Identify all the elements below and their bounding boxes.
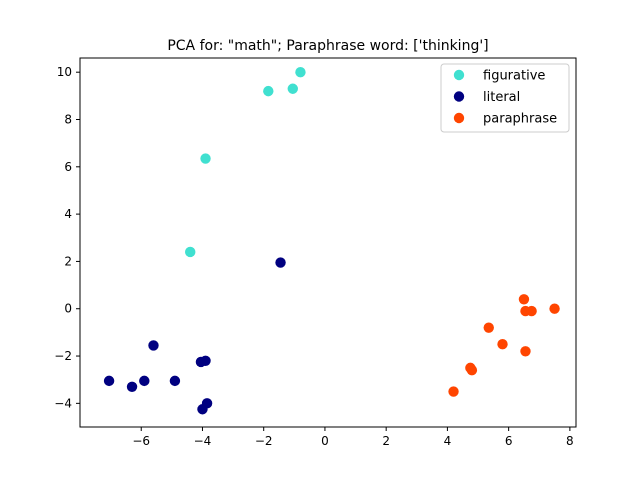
legend: figurative literal paraphrase	[440, 63, 570, 133]
data-point-paraphrase	[448, 386, 459, 397]
series-paraphrase	[448, 294, 560, 397]
y-tick-label: −4	[54, 396, 72, 410]
data-point-paraphrase	[526, 305, 537, 317]
series-figurative	[185, 66, 306, 258]
y-tick-label: 2	[64, 254, 72, 268]
plot-area	[103, 66, 560, 415]
series-literal	[103, 257, 286, 415]
data-point-paraphrase	[466, 365, 478, 376]
axes: −6 −4 −2 0 2 4 6 8 −4 −2 0 2 4 6 8 10	[54, 57, 577, 448]
legend-marker-literal	[453, 91, 465, 102]
data-point-figurative	[200, 153, 211, 164]
data-point-literal	[148, 340, 159, 351]
legend-marker-figurative	[453, 69, 465, 81]
data-point-literal	[275, 257, 286, 268]
legend-label-figurative: figurative	[483, 69, 545, 84]
data-point-paraphrase	[483, 322, 494, 333]
y-tick-label: 10	[57, 65, 72, 79]
x-tick-label: 4	[444, 434, 452, 448]
data-point-literal	[200, 355, 211, 366]
data-point-literal	[197, 404, 208, 415]
x-tick-label: 0	[321, 434, 329, 448]
data-point-literal	[139, 375, 150, 387]
data-point-literal	[126, 381, 138, 392]
data-point-figurative	[185, 246, 196, 258]
x-tick-label: 6	[505, 434, 513, 448]
y-tick-label: 4	[64, 207, 72, 221]
data-point-literal	[103, 375, 115, 387]
chart-title: PCA for: "math"; Paraphrase word: ['thin…	[167, 38, 488, 54]
data-point-paraphrase	[520, 346, 531, 357]
data-point-paraphrase	[497, 339, 508, 350]
legend-label-literal: literal	[483, 90, 520, 105]
data-point-figurative	[287, 83, 298, 94]
y-tick-label: 0	[64, 302, 72, 316]
legend-marker-paraphrase	[453, 112, 465, 124]
legend-frame	[440, 63, 570, 133]
y-tick-label: −2	[54, 349, 72, 363]
legend-label-paraphrase: paraphrase	[483, 112, 557, 127]
x-tick-label: 2	[382, 434, 390, 448]
data-point-paraphrase	[549, 303, 560, 314]
x-tick-label: −2	[255, 434, 273, 448]
y-tick-label: 6	[64, 160, 72, 174]
data-point-figurative	[295, 66, 306, 78]
data-point-figurative	[263, 85, 274, 97]
x-tick-label: 8	[566, 434, 574, 448]
data-point-literal	[169, 375, 181, 387]
x-tick-label: −4	[194, 434, 212, 448]
x-tick-label: −6	[132, 434, 150, 448]
data-point-paraphrase	[518, 294, 530, 305]
axes-frame	[79, 57, 577, 428]
y-tick-label: 8	[64, 113, 72, 127]
